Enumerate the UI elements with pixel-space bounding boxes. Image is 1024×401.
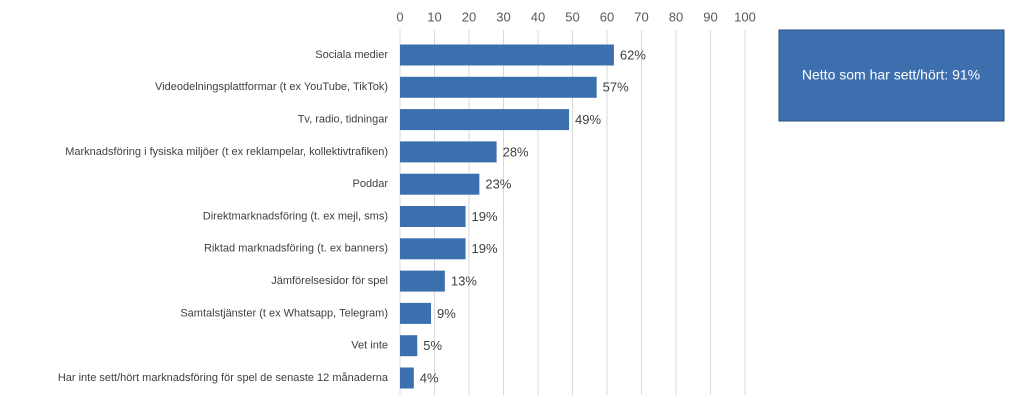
value-label: 5%	[423, 338, 442, 353]
x-tick-label: 100	[734, 9, 756, 24]
value-label: 19%	[472, 241, 498, 256]
x-tick-label: 0	[396, 9, 403, 24]
bar	[400, 238, 466, 260]
annotation: Netto som har sett/hört: 91%	[802, 67, 980, 83]
category-label: Samtalstjänster (t ex Whatsapp, Telegram…	[180, 307, 388, 319]
bar	[400, 141, 497, 163]
value-label: 4%	[420, 370, 439, 385]
category-label: Videodelningsplattformar (t ex YouTube, …	[155, 81, 388, 93]
x-tick-label: 70	[634, 9, 648, 24]
category-label: Riktad marknadsföring (t. ex banners)	[204, 243, 388, 255]
x-tick-label: 80	[669, 9, 683, 24]
category-label: Marknadsföring i fysiska miljöer (t ex r…	[65, 146, 388, 158]
annotation-box	[778, 29, 1005, 122]
category-label: Har inte sett/hört marknadsföring för sp…	[58, 372, 389, 384]
category-label: Jämförelsesidor för spel	[271, 275, 388, 287]
x-tick-label: 40	[531, 9, 545, 24]
value-label: 28%	[503, 144, 529, 159]
category-label: Sociala medier	[315, 49, 388, 61]
value-label: 23%	[485, 177, 511, 192]
bar	[400, 76, 597, 98]
x-tick-label: 20	[462, 9, 476, 24]
value-label: 9%	[437, 306, 456, 321]
category-label: Poddar	[353, 178, 389, 190]
x-tick-label: 50	[565, 9, 579, 24]
bar	[400, 206, 466, 227]
bar	[400, 44, 614, 66]
value-label: 49%	[575, 112, 601, 127]
value-label: 13%	[451, 274, 477, 289]
value-label: 19%	[472, 209, 498, 224]
value-label: 57%	[603, 80, 629, 95]
category-label: Direktmarknadsföring (t. ex mejl, sms)	[203, 210, 388, 222]
value-label: 62%	[620, 47, 646, 62]
x-tick-label: 60	[600, 9, 614, 24]
bar	[400, 270, 445, 292]
bar	[400, 109, 570, 131]
x-tick-label: 30	[496, 9, 510, 24]
bar	[400, 173, 480, 195]
x-tick-label: 10	[427, 9, 441, 24]
category-label: Vet inte	[351, 340, 388, 352]
x-tick-label: 90	[703, 9, 717, 24]
bar	[400, 302, 432, 324]
bar	[400, 367, 414, 389]
category-label: Tv, radio, tidningar	[298, 114, 389, 126]
bar	[400, 335, 418, 357]
